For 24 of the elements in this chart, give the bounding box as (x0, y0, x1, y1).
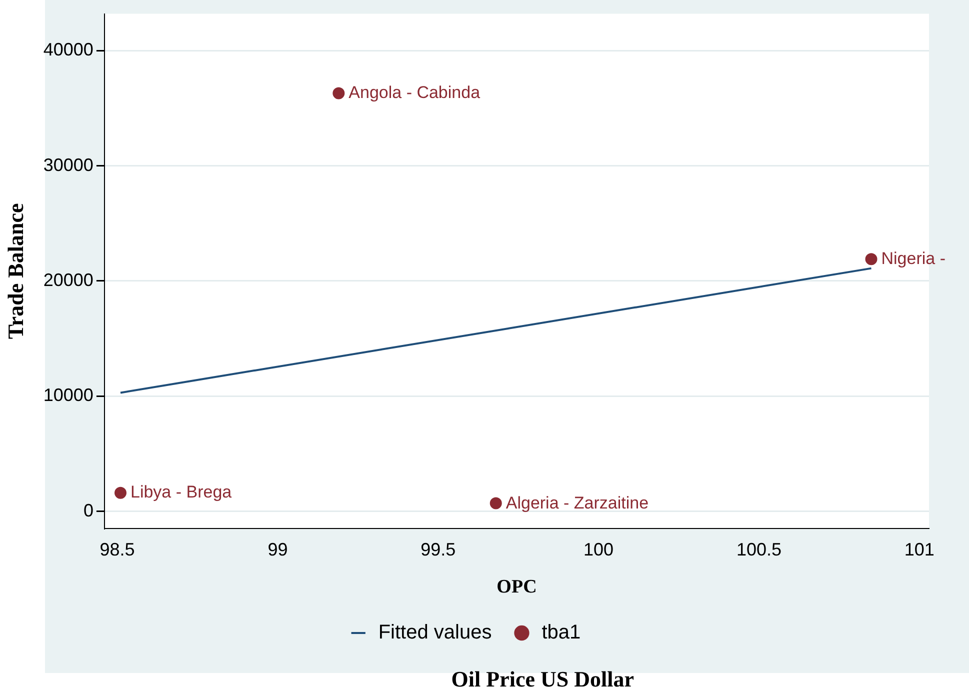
x-tick-label: 99.5 (420, 539, 456, 560)
legend-label: Fitted values (378, 622, 492, 644)
x-tick-label: 100 (584, 539, 614, 560)
y-tick-label: 40000 (43, 40, 94, 60)
annotation: Angola - Cabinda (348, 82, 481, 102)
point (114, 486, 126, 499)
x-tick-label: 98.5 (100, 539, 135, 560)
point (332, 87, 345, 100)
annotation: Algeria - Zarzaitine (506, 494, 649, 513)
point (490, 497, 502, 510)
y-tick-label: 30000 (43, 154, 94, 175)
y-tick-label: 20000 (43, 270, 94, 290)
text: Oil Price US Dollar (451, 666, 634, 692)
y-axis-title: Trade Balance (2, 203, 28, 340)
x-tick-label: 101 (904, 539, 934, 560)
y-tick-label: 10000 (43, 385, 94, 406)
x-tick-label: 100.5 (736, 539, 782, 560)
annotation: Libya - Brega (130, 482, 232, 502)
x-axis-title: OPC (496, 576, 537, 598)
annotation: Nigeria - (881, 248, 946, 268)
legend-label: tba1 (542, 622, 581, 644)
y-tick-label: 0 (83, 500, 94, 520)
x-tick-label: 99 (268, 539, 288, 560)
point (865, 253, 878, 266)
